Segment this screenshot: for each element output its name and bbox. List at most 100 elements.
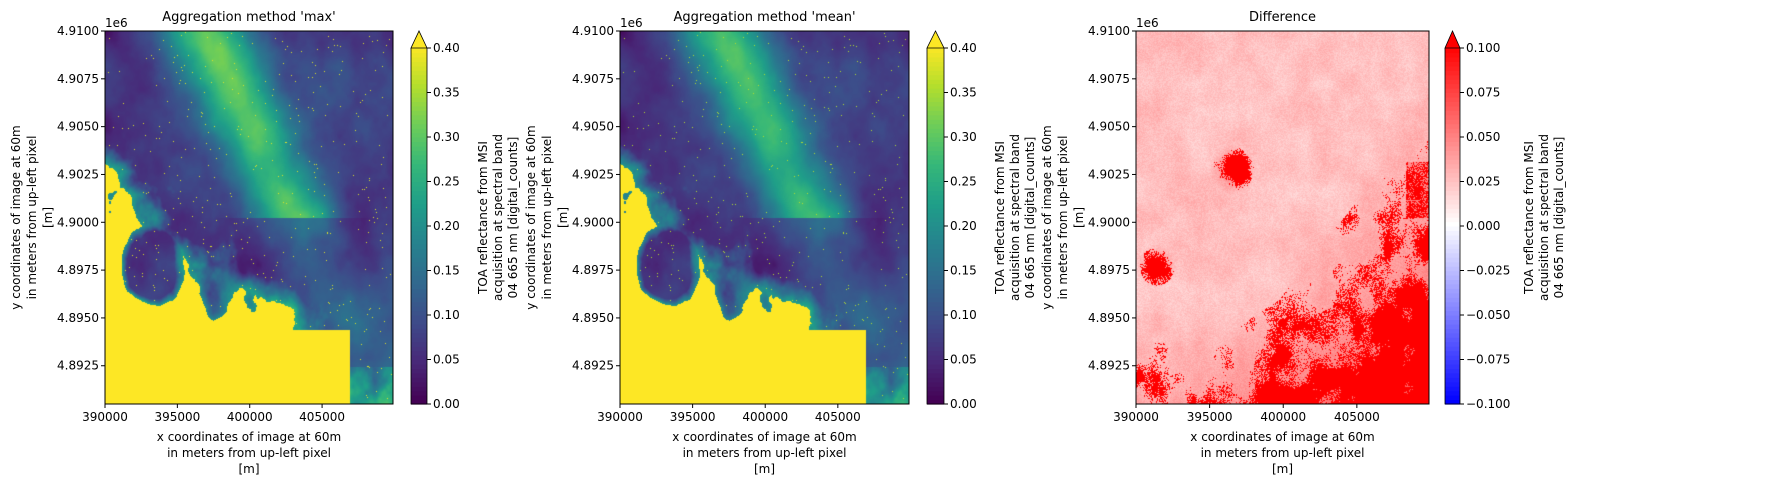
colorbar-segment [411,212,427,218]
colorbar-segment [1445,395,1460,401]
colorbar-segment [1445,279,1460,285]
y-tick-label: 4.9025 [57,167,99,181]
colorbar-segment [1445,154,1460,160]
colorbar-label: TOA reflectance from MSI [993,141,1007,295]
colorbar-segment [927,65,944,71]
colorbar-segment [1445,221,1460,227]
colorbar-tick-label: 0.35 [433,86,460,100]
colorbar-segment [1445,168,1460,174]
colorbar-segment [1445,270,1460,276]
colorbar-segment [411,83,427,89]
colorbar-segment [411,315,427,321]
colorbar-segment [411,101,427,107]
colorbar-label: 04 665 nm [digital_counts] [506,137,520,299]
colorbar-segment [411,274,427,280]
colorbar-segment [927,381,944,387]
colorbar-segment [927,230,944,236]
colorbar-segment [1445,199,1460,205]
colorbar-tick-label: −0.050 [1466,308,1510,322]
colorbar-segment [411,79,427,85]
y-axis-label: y coordinates of image at 60m [9,125,23,309]
colorbar-segment [927,110,944,116]
colorbar-segment [1445,212,1460,218]
colorbar-segment [1445,132,1460,138]
colorbar-segment [411,230,427,236]
colorbar-segment [1445,79,1460,85]
y-tick-label: 4.9000 [1088,215,1130,229]
x-tick-label: 395000 [1187,410,1233,424]
colorbar-tick-label: 0.40 [950,41,977,55]
colorbar-segment [927,248,944,254]
x-axis-label: [m] [1272,462,1293,476]
colorbar-segment [411,208,427,214]
colorbar-segment [411,381,427,387]
y-tick-label: 4.8950 [57,311,99,325]
colorbar-segment [1445,355,1460,361]
colorbar-segment [411,363,427,369]
axes-frame [1135,30,1430,405]
colorbar-segment [927,56,944,62]
colorbar-segment [1445,350,1460,356]
y-axis-label: in meters from up-left pixel [540,136,554,300]
y-offset-label: 1e6 [105,16,128,30]
y-tick-label: 4.8925 [57,359,99,373]
colorbar-tick-label: 0.050 [1466,130,1500,144]
colorbar-segment [411,257,427,263]
colorbar-segment [411,386,427,392]
colorbar-segment [927,390,944,396]
colorbar-segment [927,221,944,227]
y-tick-label: 4.9050 [1088,120,1130,134]
colorbar-segment [411,128,427,134]
colorbar-segment [927,83,944,89]
y-axis-label: in meters from up-left pixel [1056,136,1070,300]
colorbar-segment [411,341,427,347]
y-axis-label: [m] [41,207,55,228]
colorbar-segment [411,70,427,76]
colorbar-segment [411,132,427,138]
y-tick-label: 4.9000 [57,215,99,229]
y-tick-label: 4.8925 [572,359,614,373]
colorbar-segment [411,270,427,276]
y-axis-label: [m] [1072,207,1086,228]
colorbar-segment [1445,377,1460,383]
colorbar-segment [1445,150,1460,156]
colorbar-segment [411,221,427,227]
colorbar-label: TOA reflectance from MSI [1522,141,1536,295]
colorbar-segment [927,315,944,321]
colorbar-segment [927,212,944,218]
colorbar-segment [411,359,427,365]
x-axis-label: [m] [238,462,259,476]
colorbar-segment [1445,110,1460,116]
colorbar-segment [411,172,427,178]
axes-frame [104,30,394,405]
colorbar-segment [1445,368,1460,374]
colorbar-segment [1445,234,1460,240]
raster-image [1136,31,1429,404]
colorbar-segment [1445,185,1460,191]
colorbar-segment [411,283,427,289]
colorbar-segment [411,261,427,267]
colorbar-segment [411,181,427,187]
colorbar-segment [927,226,944,232]
colorbar-label: acquisition at spectral band [1537,134,1551,301]
colorbar-segment [927,261,944,267]
colorbar-segment [1445,266,1460,272]
colorbar-segment [411,163,427,169]
colorbar-segment [927,239,944,245]
colorbar-segment [927,61,944,67]
colorbar-segment [411,159,427,165]
y-offset-label: 1e6 [620,16,643,30]
colorbar-segment [411,119,427,125]
colorbar-extend-arrow [1444,30,1461,49]
colorbar-segment [1445,248,1460,254]
colorbar-segment [927,194,944,200]
y-tick-label: 4.9100 [57,24,99,38]
colorbar-segment [1445,163,1460,169]
colorbar-segment [927,355,944,361]
colorbar-segment [411,279,427,285]
colorbar-segment [927,252,944,258]
colorbar-segment [411,123,427,129]
colorbar-segment [927,359,944,365]
